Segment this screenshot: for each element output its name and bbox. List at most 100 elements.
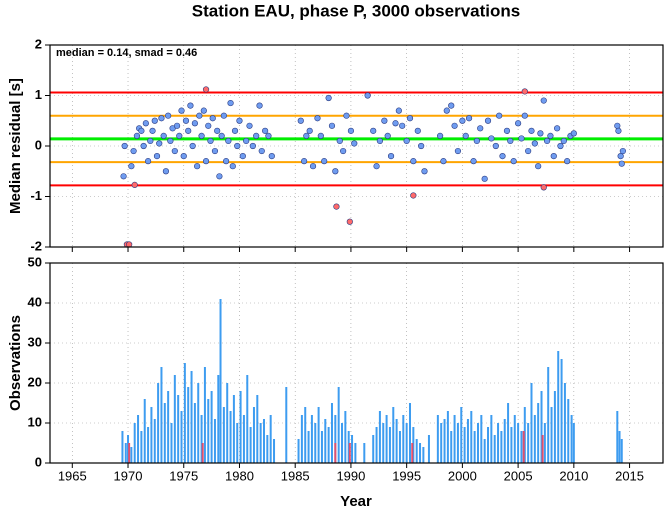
bar	[392, 407, 395, 463]
point	[214, 127, 221, 134]
point	[225, 137, 232, 145]
bar	[460, 407, 463, 463]
point	[207, 137, 214, 145]
point	[153, 153, 161, 160]
bar	[382, 423, 385, 463]
point	[410, 192, 417, 199]
point	[346, 218, 353, 225]
bar	[527, 423, 530, 463]
bar	[200, 415, 203, 463]
bar	[616, 411, 619, 463]
bar	[408, 403, 411, 463]
bar	[517, 423, 520, 463]
point	[547, 132, 554, 139]
bar	[273, 439, 276, 463]
bar	[550, 407, 553, 463]
bar	[446, 411, 449, 463]
bar	[450, 431, 453, 463]
point	[421, 168, 428, 175]
bar	[124, 443, 127, 463]
bar	[324, 419, 327, 463]
bar	[219, 299, 222, 463]
bar	[572, 423, 575, 463]
point	[414, 127, 421, 134]
point	[130, 147, 137, 155]
point	[518, 135, 525, 142]
point	[165, 112, 172, 119]
point	[619, 147, 626, 155]
bar	[500, 431, 503, 463]
bar	[443, 419, 446, 463]
point	[121, 142, 128, 150]
point	[200, 107, 207, 114]
bar	[456, 423, 459, 463]
point	[384, 132, 391, 139]
bar	[344, 411, 347, 463]
bar	[354, 443, 357, 463]
point	[381, 117, 388, 124]
x-axis-label: Year	[340, 493, 372, 510]
bar	[402, 415, 405, 463]
point	[156, 140, 163, 147]
point	[246, 122, 253, 129]
bar	[327, 427, 330, 463]
y-tick-label: 1	[35, 87, 42, 102]
point	[162, 168, 170, 175]
y-axis-label: Median residual [s]	[7, 78, 24, 214]
bar	[229, 411, 232, 463]
bar	[398, 431, 401, 463]
point	[196, 112, 203, 119]
point	[564, 158, 571, 165]
point	[309, 163, 317, 170]
point	[336, 137, 343, 145]
bar	[183, 363, 186, 463]
bar	[180, 411, 183, 463]
y-tick-label: 20	[28, 374, 42, 389]
y-tick-label: 2	[35, 36, 42, 51]
point	[370, 127, 377, 134]
point	[314, 115, 321, 122]
point	[147, 137, 154, 145]
plot-frame	[49, 262, 664, 464]
point	[418, 142, 425, 150]
point	[243, 137, 250, 145]
bar	[436, 415, 439, 463]
bar	[385, 415, 388, 463]
bar	[266, 435, 269, 463]
point	[492, 142, 499, 150]
point	[142, 120, 149, 127]
bar	[405, 423, 408, 463]
bar	[378, 411, 381, 463]
x-tick-label: 2000	[448, 468, 477, 483]
point	[351, 140, 358, 147]
bar	[300, 415, 303, 463]
bar	[170, 423, 173, 463]
bar	[297, 439, 300, 463]
bar	[317, 407, 320, 463]
point	[347, 127, 355, 134]
point	[133, 132, 141, 139]
bar	[137, 415, 140, 463]
bar	[140, 431, 143, 463]
bar	[222, 407, 225, 463]
bar	[363, 443, 366, 463]
bar	[507, 403, 510, 463]
point	[440, 158, 447, 165]
point	[481, 175, 488, 182]
bar	[372, 435, 375, 463]
bar	[163, 403, 166, 463]
point	[211, 147, 219, 155]
point	[550, 153, 557, 160]
bar	[463, 427, 466, 463]
x-tick-label: 1995	[392, 468, 421, 483]
point	[436, 132, 444, 139]
point	[451, 122, 458, 129]
point	[510, 158, 517, 165]
point	[131, 181, 138, 188]
point	[303, 132, 310, 139]
point	[160, 132, 167, 139]
bar	[533, 415, 536, 463]
bar	[347, 431, 350, 463]
bar	[523, 407, 526, 463]
point	[265, 132, 272, 139]
